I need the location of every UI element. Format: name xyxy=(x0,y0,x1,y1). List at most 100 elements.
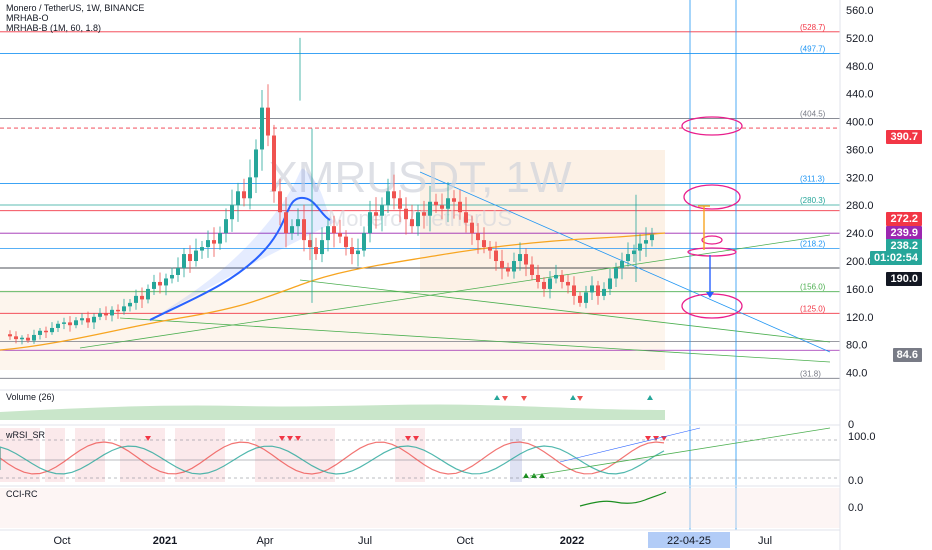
candle-down[interactable] xyxy=(302,219,306,241)
candle-up[interactable] xyxy=(290,226,294,234)
candle-up[interactable] xyxy=(128,302,132,307)
indicator-mrhab-b[interactable]: MRHAB-B (1M, 60, 1.8) xyxy=(6,23,102,33)
candle-down[interactable] xyxy=(350,247,354,255)
candle-up[interactable] xyxy=(152,281,156,289)
annotation-ellipse-mid[interactable] xyxy=(687,247,737,257)
candle-down[interactable] xyxy=(44,330,48,333)
candle-down[interactable] xyxy=(560,274,564,282)
candle-up[interactable] xyxy=(428,201,432,216)
time-axis[interactable]: Oct 2021 Apr Jul Oct 2022 22-04-25 Jul xyxy=(53,535,772,547)
candle-down[interactable] xyxy=(272,135,276,192)
candle-down[interactable] xyxy=(392,191,396,199)
candle-up[interactable] xyxy=(614,268,618,279)
candle-up[interactable] xyxy=(224,219,228,234)
candle-down[interactable] xyxy=(14,336,18,340)
candle-down[interactable] xyxy=(116,309,120,312)
candle-up[interactable] xyxy=(134,295,138,303)
candle-up[interactable] xyxy=(260,107,264,150)
candle-down[interactable] xyxy=(476,233,480,241)
candle-up[interactable] xyxy=(608,278,612,289)
candle-down[interactable] xyxy=(494,250,498,262)
candle-up[interactable] xyxy=(590,285,594,293)
candle-up[interactable] xyxy=(110,309,114,316)
candle-down[interactable] xyxy=(464,212,468,223)
candle-down[interactable] xyxy=(104,313,108,316)
candle-up[interactable] xyxy=(170,274,174,279)
candle-down[interactable] xyxy=(86,318,90,323)
candle-down[interactable] xyxy=(68,322,72,326)
candle-down[interactable] xyxy=(188,254,192,262)
candle-up[interactable] xyxy=(362,233,366,251)
candle-up[interactable] xyxy=(380,205,384,216)
candle-down[interactable] xyxy=(344,236,348,248)
candle-up[interactable] xyxy=(164,278,168,286)
candle-down[interactable] xyxy=(278,191,282,213)
candle-up[interactable] xyxy=(620,261,624,269)
candle-up[interactable] xyxy=(146,288,150,300)
candle-up[interactable] xyxy=(176,268,180,275)
candle-down[interactable] xyxy=(140,295,144,300)
candle-down[interactable] xyxy=(338,233,342,237)
candle-down[interactable] xyxy=(530,264,534,275)
candle-up[interactable] xyxy=(122,306,126,312)
candle-up[interactable] xyxy=(518,254,522,262)
annotation-ellipse-small[interactable] xyxy=(701,235,723,245)
symbol-title[interactable]: Monero / TetherUS, 1W, BINANCE xyxy=(6,3,145,13)
candle-up[interactable] xyxy=(644,240,648,244)
candle-up[interactable] xyxy=(200,247,204,251)
candle-down[interactable] xyxy=(332,226,336,234)
candle-up[interactable] xyxy=(230,205,234,220)
candle-down[interactable] xyxy=(242,191,246,199)
candle-down[interactable] xyxy=(536,274,540,282)
candle-down[interactable] xyxy=(266,107,270,136)
annotation-ellipse-bottom[interactable] xyxy=(681,293,743,319)
candlestick-series[interactable] xyxy=(8,37,654,345)
candle-up[interactable] xyxy=(218,233,222,244)
trendline-green-1[interactable] xyxy=(299,279,831,343)
candle-down[interactable] xyxy=(566,281,570,286)
candle-up[interactable] xyxy=(416,212,420,227)
candle-up[interactable] xyxy=(98,313,102,317)
candle-down[interactable] xyxy=(404,208,408,220)
candle-up[interactable] xyxy=(386,191,390,206)
candle-down[interactable] xyxy=(308,240,312,248)
candle-down[interactable] xyxy=(434,201,438,206)
candle-up[interactable] xyxy=(182,254,186,269)
candle-up[interactable] xyxy=(326,226,330,241)
candle-down[interactable] xyxy=(506,268,510,272)
candle-up[interactable] xyxy=(632,250,636,255)
candle-down[interactable] xyxy=(314,247,318,255)
candle-up[interactable] xyxy=(626,254,630,262)
candle-down[interactable] xyxy=(470,222,474,234)
candle-down[interactable] xyxy=(284,212,288,234)
indicator-mrhab-o[interactable]: MRHAB-O xyxy=(6,13,49,23)
candle-up[interactable] xyxy=(92,316,96,323)
candle-up[interactable] xyxy=(548,278,552,289)
candle-up[interactable] xyxy=(254,149,258,178)
trendline-down[interactable] xyxy=(419,171,831,353)
candle-down[interactable] xyxy=(596,285,600,296)
price-axis[interactable]: 560.0 520.0 480.0 440.0 400.0 360.0 320.0 280.0… xyxy=(846,5,874,380)
candle-up[interactable] xyxy=(62,322,66,324)
cci-label[interactable]: CCI-RC xyxy=(6,489,38,499)
wrsi-label[interactable]: wRSI_SR xyxy=(6,430,46,440)
candle-up[interactable] xyxy=(206,240,210,248)
candle-down[interactable] xyxy=(488,247,492,251)
candle-up[interactable] xyxy=(74,320,78,326)
candle-down[interactable] xyxy=(440,205,444,209)
trendline-green-2[interactable] xyxy=(79,234,831,349)
volume-label[interactable]: Volume (26) xyxy=(6,392,55,402)
candle-up[interactable] xyxy=(20,337,24,340)
candle-up[interactable] xyxy=(584,292,588,303)
candle-up[interactable] xyxy=(32,334,36,341)
candle-up[interactable] xyxy=(650,234,654,241)
wrsi-trendline-blue[interactable] xyxy=(559,427,701,463)
candle-up[interactable] xyxy=(512,261,516,272)
candle-down[interactable] xyxy=(524,254,528,265)
candle-down[interactable] xyxy=(8,334,12,337)
candle-down[interactable] xyxy=(422,212,426,216)
trendline-green-3[interactable] xyxy=(119,317,831,363)
candle-down[interactable] xyxy=(398,198,402,209)
candle-up[interactable] xyxy=(80,318,84,321)
